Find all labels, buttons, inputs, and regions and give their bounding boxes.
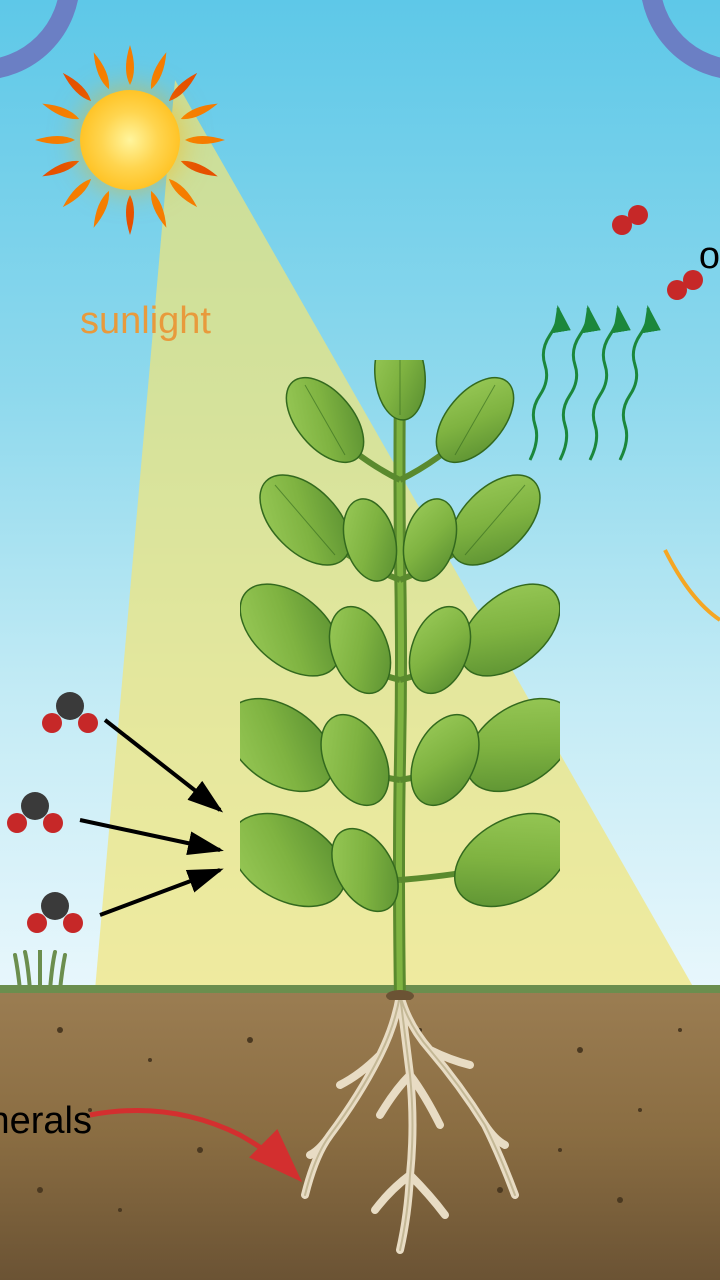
minerals-arrow — [80, 1090, 320, 1200]
sun — [30, 40, 230, 240]
o2-molecule — [610, 205, 650, 235]
roots — [300, 995, 520, 1255]
minerals-label: inerals — [0, 1100, 92, 1143]
oxygen-arrows — [520, 300, 700, 470]
plant-svg — [240, 360, 560, 1000]
grass-tuft — [10, 950, 70, 990]
photosynthesis-diagram: sunlight o — [0, 0, 720, 1280]
o2-molecule — [665, 270, 705, 300]
co2-molecule — [5, 790, 65, 835]
sunlight-label: sunlight — [80, 300, 211, 343]
orange-arrow — [650, 530, 720, 640]
co2-arrows — [70, 700, 240, 930]
sun-core — [80, 90, 180, 190]
plant — [240, 360, 560, 1000]
